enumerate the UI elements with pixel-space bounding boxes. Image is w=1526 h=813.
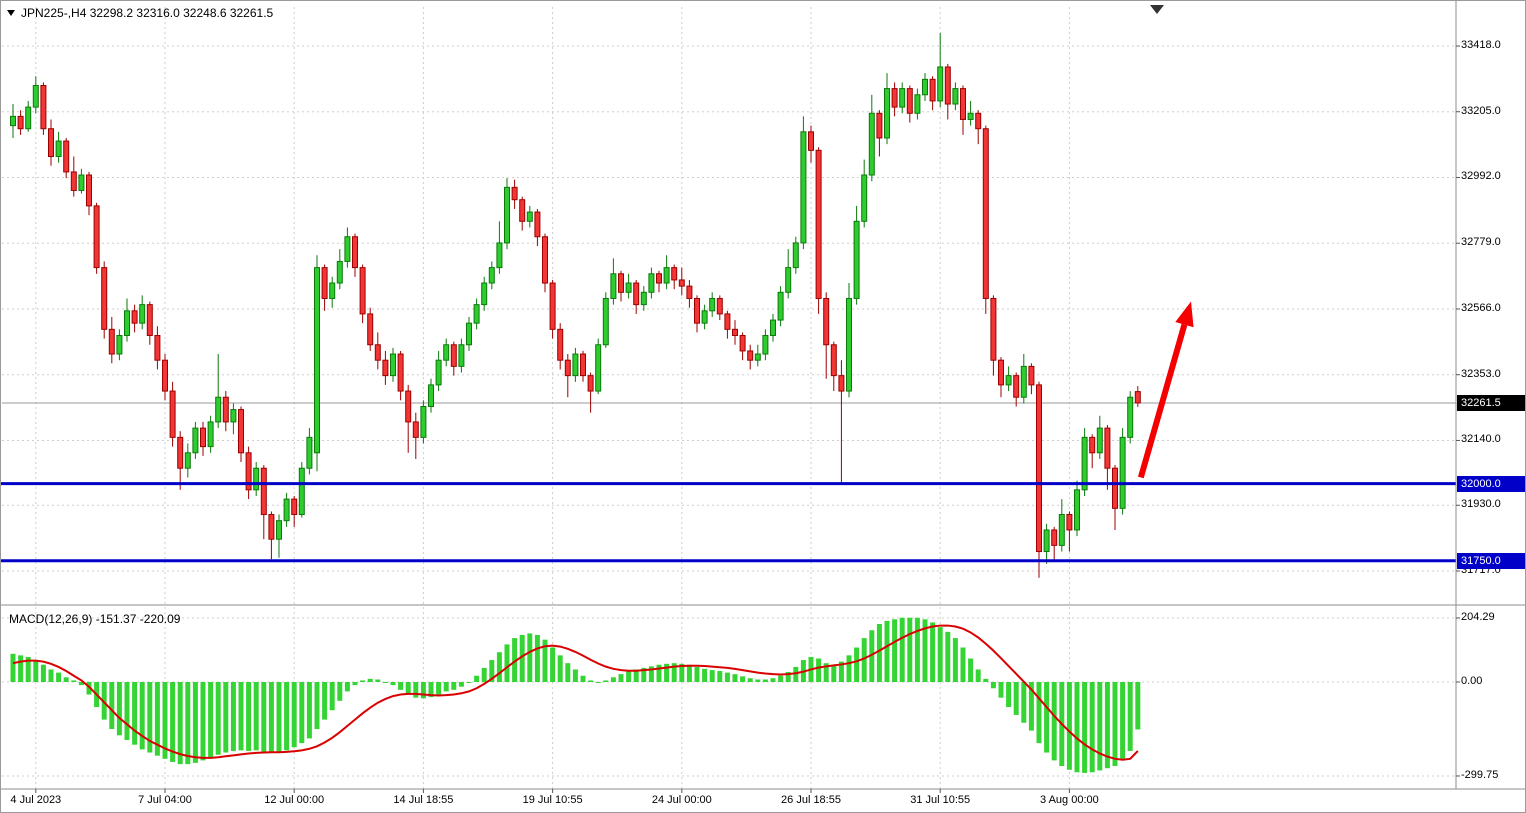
time-tick-label: 31 Jul 10:55 <box>910 794 971 806</box>
price-tick-label: 31930.0 <box>1461 498 1501 511</box>
chart-shift-marker-icon <box>1150 5 1164 14</box>
time-tick-label: 4 Jul 2023 <box>10 794 62 806</box>
candlesticks <box>10 33 1141 578</box>
price-tick-label: 32140.0 <box>1461 433 1501 446</box>
trend-arrow[interactable] <box>1137 323 1188 479</box>
price-tick-label: 32779.0 <box>1461 236 1501 249</box>
symbol-ohlc-label: JPN225-,H4 32298.2 32316.0 32248.6 32261… <box>21 6 274 20</box>
support-price-badge: 32000.0 <box>1457 475 1525 492</box>
macd-tick-label: -299.75 <box>1461 768 1499 781</box>
time-tick-label: 14 Jul 18:55 <box>393 794 454 806</box>
macd-tick-label: 204.29 <box>1461 610 1495 623</box>
time-tick-label: 24 Jul 00:00 <box>651 794 712 806</box>
chart-marker-icon <box>7 10 15 16</box>
macd-signal-line <box>12 624 1139 761</box>
macd-histogram <box>10 617 1141 773</box>
grid-lines <box>2 7 1456 789</box>
time-tick-label: 7 Jul 04:00 <box>138 794 192 806</box>
current-price-badge: 32261.5 <box>1457 394 1525 411</box>
trend-arrow-head[interactable] <box>1175 301 1194 328</box>
time-tick-label: 26 Jul 18:55 <box>781 794 841 806</box>
price-tick-label: 32992.0 <box>1461 170 1501 183</box>
time-tick-label: 12 Jul 00:00 <box>264 794 325 806</box>
time-tick-label: 19 Jul 10:55 <box>522 794 583 806</box>
time-tick-label: 3 Aug 00:00 <box>1040 794 1099 806</box>
price-tick-label: 32353.0 <box>1461 367 1501 380</box>
price-tick-label: 33205.0 <box>1461 104 1501 117</box>
price-tick-label: 33418.0 <box>1461 39 1501 51</box>
support-price-badge: 31750.0 <box>1457 552 1525 569</box>
price-tick-label: 32566.0 <box>1461 301 1501 314</box>
macd-indicator-label: MACD(12,26,9) -151.37 -220.09 <box>9 612 181 626</box>
macd-tick-label: 0.00 <box>1461 675 1483 687</box>
symbol-info: JPN225-,H4 32298.2 32316.0 32248.6 32261… <box>7 6 273 20</box>
